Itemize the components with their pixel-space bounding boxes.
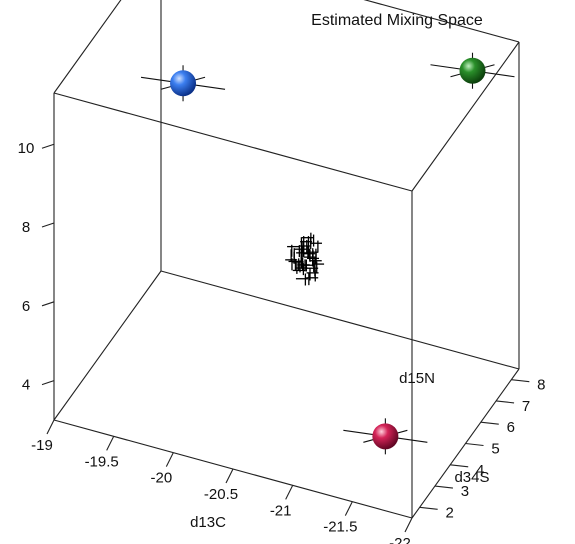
z-tick-label: 4	[22, 377, 30, 394]
source-point	[170, 70, 197, 97]
x-tick-label: -20	[150, 470, 172, 487]
mixture-cloud	[285, 232, 325, 286]
z-tick	[41, 301, 55, 307]
z-tick-label: 10	[18, 140, 35, 157]
y-tick	[511, 379, 530, 383]
box-edge	[53, 270, 162, 421]
x-tick-label: -21.5	[323, 519, 357, 536]
y-tick	[450, 464, 469, 468]
y-tick-label: 6	[507, 419, 515, 436]
y-tick	[496, 400, 515, 404]
x-tick	[344, 501, 353, 516]
z-tick	[41, 222, 55, 228]
x-tick	[165, 452, 174, 467]
x-tick-label: -22	[389, 535, 411, 544]
chart-title: Estimated Mixing Space	[311, 12, 483, 29]
box-edge	[53, 92, 413, 192]
x-tick	[285, 485, 294, 500]
z-axis-label: d15N	[399, 370, 435, 387]
y-tick-label: 7	[522, 398, 530, 415]
y-tick	[434, 485, 453, 489]
y-tick-label: 5	[491, 441, 499, 458]
z-tick	[41, 143, 55, 149]
y-tick-label: 8	[537, 377, 545, 394]
box-edge	[363, 0, 520, 43]
y-tick	[465, 442, 484, 447]
x-tick	[404, 517, 413, 533]
box-edge	[160, 270, 520, 370]
source-point	[459, 57, 486, 84]
y-tick	[419, 506, 438, 510]
x-tick-label: -21	[270, 502, 292, 519]
x-tick-label: -20.5	[204, 486, 238, 503]
z-axis-ticks: 4 6 8 10	[18, 140, 55, 394]
source-point	[372, 423, 399, 450]
x-tick-label: -19.5	[85, 453, 119, 470]
x-axis-ticks: -19 -19.5 -20 -20.5 -21 -21.5 -22	[31, 419, 413, 544]
z-tick-label: 6	[22, 298, 30, 315]
bounding-box	[53, 0, 520, 519]
z-tick-label: 8	[22, 219, 30, 236]
box-edge	[411, 41, 520, 192]
box-edge	[53, 0, 122, 94]
data-points	[140, 52, 515, 455]
y-tick	[480, 421, 499, 425]
z-tick	[41, 380, 55, 386]
y-tick-label: 4	[476, 462, 484, 479]
y-tick-label: 3	[461, 483, 469, 500]
x-tick-label: -19	[31, 437, 53, 454]
x-tick	[46, 419, 55, 435]
y-axis-label: d34S	[454, 469, 489, 486]
x-axis-label: d13C	[190, 514, 226, 531]
x-tick	[225, 468, 234, 484]
x-tick	[106, 436, 115, 451]
y-tick-label: 2	[445, 504, 453, 521]
